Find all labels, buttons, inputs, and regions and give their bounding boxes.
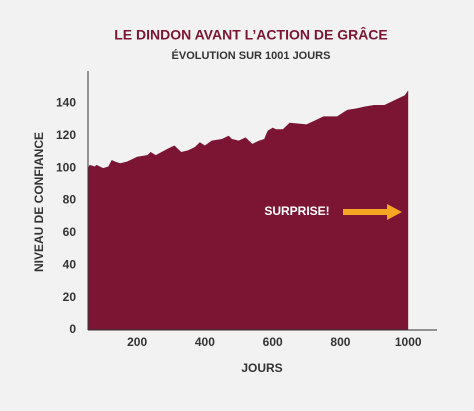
y-tick-label: 0 xyxy=(69,322,76,336)
y-tick-label: 20 xyxy=(63,290,77,304)
y-tick-label: 40 xyxy=(63,257,77,271)
annotation: SURPRISE! xyxy=(264,204,329,218)
area xyxy=(88,90,409,330)
y-tick-label: 120 xyxy=(56,128,76,142)
y-tick-label: 140 xyxy=(56,96,76,110)
chart-title: LE DINDON AVANT L’ACTION DE GRÂCE xyxy=(114,26,388,43)
x-tick-label: 600 xyxy=(263,335,283,349)
arrow xyxy=(343,204,402,220)
x-tick-label: 400 xyxy=(195,335,215,349)
y-tick-label: 80 xyxy=(63,193,77,207)
x-tick-label: 800 xyxy=(330,335,350,349)
chart-subtitle: ÉVOLUTION SUR 1001 JOURS xyxy=(172,49,331,62)
x-tick-label: 1000 xyxy=(395,335,422,349)
x-tick-label: 200 xyxy=(127,335,147,349)
x-axis-label: JOURS xyxy=(241,361,282,375)
y-tick-label: 60 xyxy=(63,225,77,239)
y-axis-label: NIVEAU DE CONFIANCE xyxy=(32,132,46,272)
y-tick-label: 100 xyxy=(56,160,76,174)
